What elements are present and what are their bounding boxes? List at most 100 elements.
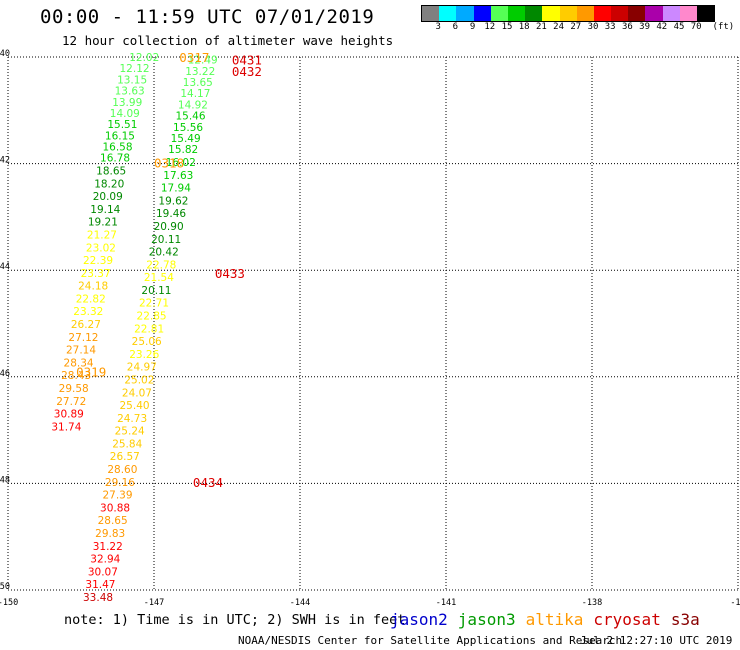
y-tick-label: -40	[0, 49, 10, 59]
wave-height-label: 24.07	[122, 387, 152, 399]
colorbar-label: 12	[484, 22, 496, 32]
wave-height-label: 20.11	[141, 285, 171, 297]
colorbar-label: 30	[587, 22, 599, 32]
wave-height-label: 12.49	[188, 55, 218, 67]
wave-height-label: 28.60	[107, 464, 137, 476]
grid	[7, 56, 739, 591]
wave-height-label: 22.71	[139, 298, 169, 310]
colorbar-swatch	[525, 6, 543, 21]
wave-height-label: 25.40	[120, 400, 150, 412]
wave-height-label: 13.63	[115, 86, 145, 98]
wave-height-label: 32.94	[90, 554, 120, 566]
mission-legend: jason2 jason3 altika cryosat s3a	[390, 610, 710, 629]
wave-height-label: 29.58	[59, 383, 89, 395]
pass-time-label: 0433	[215, 266, 245, 281]
credit-text: NOAA/NESDIS Center for Satellite Applica…	[238, 634, 623, 647]
wave-height-label: 23.02	[86, 242, 116, 254]
wave-height-label: 20.09	[93, 191, 123, 203]
wave-height-label: 27.72	[56, 396, 86, 408]
chart-title: 00:00 - 11:59 UTC 07/01/2019	[40, 6, 375, 28]
wave-height-label: 19.21	[88, 217, 118, 229]
colorbar-swatch	[645, 6, 663, 21]
mission-label: s3a	[670, 610, 700, 629]
mission-label: jason2	[390, 610, 448, 629]
wave-height-label: 27.12	[68, 332, 98, 344]
wave-height-label: 15.56	[173, 122, 203, 134]
wave-height-label: 19.62	[158, 195, 188, 207]
data-points: 12.0212.1213.1513.6313.9914.0915.5116.15…	[51, 52, 217, 604]
footer-note: note: 1) Time is in UTC; 2) SWH is in fe…	[64, 612, 406, 628]
generated-timestamp: Jul 2 12:27:10 UTC 2019	[580, 634, 733, 647]
colorbar-label: 18	[518, 22, 530, 32]
colorbar-swatch	[628, 6, 646, 21]
wave-height-label: 31.47	[85, 579, 115, 591]
y-tick-label: -46	[0, 369, 10, 379]
colorbar-label: 45	[673, 22, 685, 32]
colorbar-label: 39	[639, 22, 651, 32]
wave-height-label: 27.39	[102, 490, 132, 502]
wave-height-label: 29.83	[95, 528, 125, 540]
mission-label: cryosat	[593, 610, 661, 629]
wave-height-label: 17.94	[161, 183, 191, 195]
wave-height-label: 14.17	[180, 88, 210, 100]
wave-height-label: 25.06	[132, 336, 162, 348]
wave-height-label: 28.34	[64, 357, 94, 369]
wave-height-label: 21.27	[87, 229, 117, 241]
wave-height-label: 27.14	[66, 345, 96, 357]
colorbar-swatch	[679, 6, 697, 21]
colorbar-swatch	[559, 6, 577, 21]
colorbar-swatch	[422, 6, 440, 21]
wave-height-label: 22.39	[83, 255, 113, 267]
colorbar-swatch	[473, 6, 491, 21]
wave-height-label: 21.54	[144, 272, 174, 284]
colorbar-label: 36	[621, 22, 633, 32]
wave-height-label: 25.84	[112, 438, 142, 450]
wave-height-label: 20.11	[151, 234, 181, 246]
mission-label: jason3	[457, 610, 516, 629]
colorbar-swatch	[507, 6, 526, 21]
wave-height-label: 15.82	[168, 144, 198, 156]
colorbar-swatch	[576, 6, 594, 21]
pass-time-label: 0317	[179, 50, 209, 65]
wave-height-label: 23.26	[129, 349, 159, 361]
colorbar-label: 21	[535, 22, 547, 32]
wave-height-label: 12.12	[120, 63, 150, 75]
axis-ticks: -40 -42 -44 -46 -48 -50 -150 -147 -144 -141 -138 -1…	[0, 49, 740, 608]
wave-height-label: 18.20	[94, 178, 124, 190]
wave-height-label: 24.18	[78, 281, 108, 293]
colorbar-swatch	[439, 6, 457, 21]
wave-height-label: 15.51	[107, 119, 137, 131]
wave-height-label: 13.99	[112, 97, 142, 109]
colorbar	[421, 5, 716, 22]
wave-height-label: 14.92	[178, 99, 208, 111]
wave-height-label: 19.46	[156, 208, 186, 220]
wave-height-label: 16.15	[105, 130, 135, 142]
wave-height-label: 18.65	[96, 166, 126, 178]
colorbar-swatch	[490, 6, 508, 21]
pass-time-label: 0319	[76, 364, 106, 379]
pass-time-label: 0318	[154, 156, 184, 171]
wave-height-label: 33.48	[83, 592, 113, 604]
colorbar-label: 33	[604, 22, 616, 32]
mission-label: altika	[525, 610, 584, 629]
x-tick-label: -144	[290, 598, 310, 608]
colorbar-label: 6	[452, 22, 459, 32]
colorbar-swatch	[542, 6, 560, 21]
wave-height-label: 22.81	[134, 323, 164, 335]
colorbar-swatch	[456, 6, 474, 21]
wave-height-label: 13.15	[117, 74, 147, 86]
wave-height-label: 17.63	[163, 170, 193, 182]
wave-height-label: 23.32	[73, 306, 103, 318]
wave-height-label: 13.22	[185, 66, 215, 78]
colorbar-swatch	[697, 6, 715, 21]
wave-height-label: 22.82	[76, 293, 106, 305]
wave-height-label: 25.24	[115, 426, 145, 438]
x-tick-label: -138	[582, 598, 602, 608]
wave-height-label: 23.37	[81, 268, 111, 280]
wave-height-label: 13.65	[183, 77, 213, 89]
wave-height-label: 31.74	[51, 421, 81, 433]
colorbar-swatch	[662, 6, 680, 21]
wave-height-label: 16.02	[166, 157, 196, 169]
